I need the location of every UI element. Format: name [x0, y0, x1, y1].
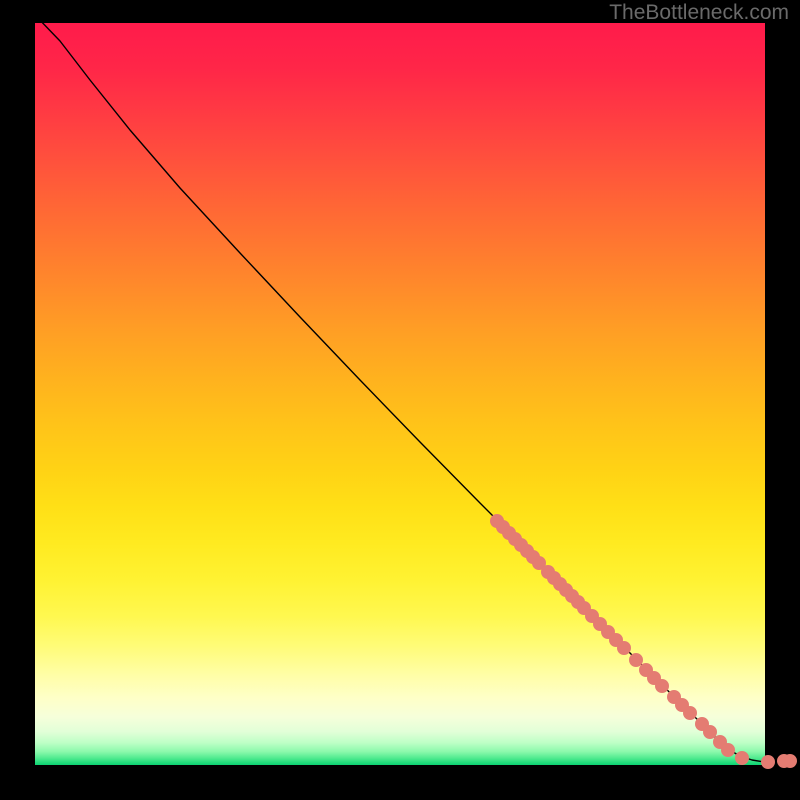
data-marker: [762, 756, 775, 769]
attribution-text: TheBottleneck.com: [609, 1, 789, 25]
data-marker: [656, 680, 669, 693]
chart-container: TheBottleneck.com: [0, 0, 800, 800]
chart-overlay: [0, 0, 800, 800]
data-marker: [784, 755, 797, 768]
data-marker: [630, 654, 643, 667]
marker-group: [491, 515, 797, 769]
data-marker: [722, 744, 735, 757]
data-marker: [736, 752, 749, 765]
data-marker: [704, 726, 717, 739]
attribution-label: TheBottleneck.com: [609, 1, 789, 24]
bottleneck-curve: [35, 15, 788, 762]
data-marker: [684, 707, 697, 720]
data-marker: [618, 642, 631, 655]
